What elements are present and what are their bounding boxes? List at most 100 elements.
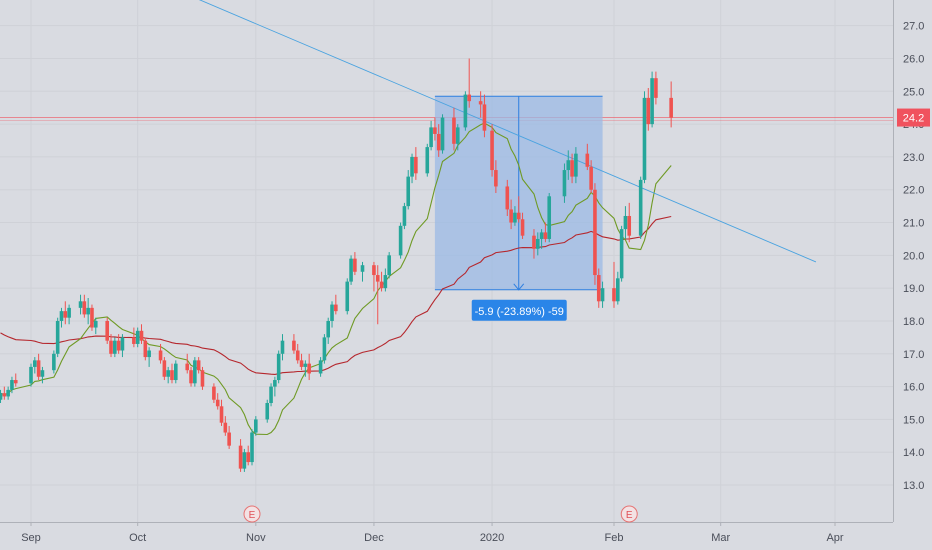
candle-body [570,160,574,177]
y-tick-label: 22.0 [903,185,924,197]
candle-body [147,350,151,358]
y-tick-label: 14.0 [903,447,924,459]
earnings-marker: E [243,505,261,523]
candle-body [478,101,483,105]
y-tick-label: 21.0 [903,218,924,230]
last-price-badge [897,108,930,127]
candle-body [646,97,651,125]
candle-body [387,255,391,276]
candle-body [539,232,544,239]
candle-body [440,117,445,151]
candle-body [10,380,14,390]
candle-body [520,219,525,236]
candle-body [375,275,380,282]
candle-body [623,215,628,230]
candle-body [292,340,296,351]
candle-body [227,432,231,446]
x-tick-label: Mar [711,532,730,544]
candle-body [406,176,411,207]
x-tick-label: Sep [21,532,41,544]
candle-body [0,393,3,400]
candle-body [650,78,654,125]
trendline [198,0,817,263]
candle-body [532,235,536,249]
candle-body [254,419,258,433]
candle-body [562,170,567,197]
candle-body [212,386,216,400]
candle-body [360,265,365,272]
last-price-label: 24.2 [903,113,924,125]
candle-body [55,320,60,354]
candle-body [242,452,247,469]
candle-body [467,94,471,102]
candle-body [638,179,643,236]
candle-body [490,130,494,171]
earnings-marker-circle [243,505,261,523]
candle-body [246,452,250,463]
candle-body [585,153,590,167]
candle-body [143,340,148,358]
candle-body [516,212,521,220]
candle-body [326,320,331,338]
candle-body [334,304,338,312]
candle-body [619,229,624,279]
candle-body [113,340,117,354]
candle-body [90,307,94,328]
earnings-marker-label: E [626,510,633,521]
candle-body [78,301,83,308]
x-tick-label: Apr [826,532,843,544]
candle-body [93,320,98,328]
y-tick-label: 17.0 [903,349,924,361]
y-tick-label: 25.0 [903,86,924,98]
candle-body [86,307,90,315]
candle-body [566,160,571,171]
x-tick-label: 2020 [480,532,504,544]
candle-body [600,288,605,302]
candle-body [67,307,71,318]
candle-body [654,78,658,98]
candle-body [505,186,510,210]
y-tick-label: 27.0 [903,21,924,33]
candle-body [299,360,304,367]
candle-body [158,350,163,361]
candle-body [402,206,407,226]
candle-body [425,147,430,174]
candle-body [482,104,487,131]
earnings-marker-label: E [249,510,256,521]
candle-body [547,196,552,239]
candle-body [452,117,456,144]
candle-body [669,97,673,118]
y-tick-label: 18.0 [903,316,924,328]
candle-body [494,170,498,187]
candle-body [513,212,517,223]
candle-body [612,288,616,302]
candle-body [276,353,281,381]
y-tick-label: 26.0 [903,53,924,65]
candle-body [33,360,37,367]
measure-label-box [471,299,567,321]
candle-body [330,304,334,321]
candle-body [173,363,178,381]
candle-body [109,340,113,354]
candle-body [616,278,620,302]
candle-body [29,366,33,384]
y-tick-label: 15.0 [903,414,924,426]
candle-body [345,281,350,312]
candle-body [280,340,285,354]
candle-body [349,258,353,282]
candle-body [372,265,376,276]
candle-body [135,330,140,344]
candle-body [6,389,10,397]
candle-body [589,166,593,190]
candle-body [593,189,597,276]
measure-label: -5.9 (-23.89%) -59 [475,306,564,318]
candle-body [543,232,548,239]
candle-body [414,156,418,174]
candle-body [200,370,205,387]
candle-body [13,380,18,384]
y-tick-label: 20.0 [903,250,924,262]
candle-body [463,94,468,128]
candle-body [196,360,201,371]
